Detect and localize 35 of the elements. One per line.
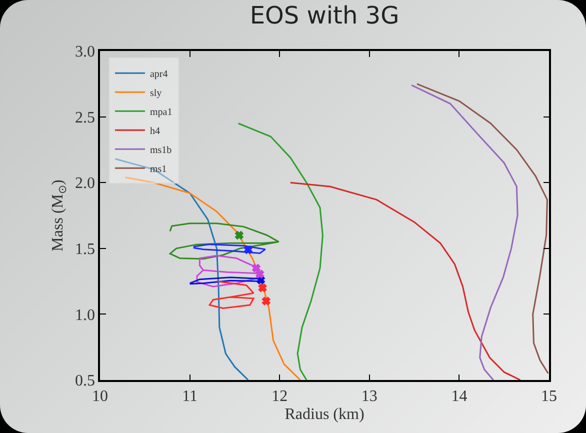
x-tick-label: 11 (182, 388, 198, 405)
point (252, 264, 260, 272)
line-series (208, 280, 254, 310)
point (235, 231, 244, 240)
y-tick-label: 1.5 (75, 241, 96, 258)
line-series (124, 176, 301, 380)
point (258, 284, 267, 292)
point (244, 246, 252, 254)
line-series (290, 182, 522, 380)
line-series (410, 84, 518, 380)
x-tick-label: 10 (92, 388, 108, 405)
chart-title: EOS with 3G (250, 1, 400, 30)
line-series (416, 83, 549, 374)
line-series (238, 122, 324, 380)
legend-label: h4 (150, 126, 160, 137)
x-tick-label: 15 (541, 388, 557, 405)
x-tick-label: 13 (361, 388, 378, 405)
legend-label: ms1b (150, 144, 172, 156)
x-axis-title: Radius (km) (284, 406, 364, 424)
legend-label: ms1 (150, 164, 167, 175)
line-series (169, 222, 280, 260)
legend-label: mpa1 (150, 106, 172, 118)
y-tick-label: 2.0 (75, 175, 96, 192)
y-tick-label: 0.5 (75, 372, 96, 390)
line-series (114, 158, 249, 380)
y-tick-label: 2.5 (75, 109, 96, 126)
legend-label: apr4 (150, 68, 168, 80)
point (262, 296, 270, 306)
point (256, 270, 264, 278)
line-series (192, 244, 266, 254)
y-tick-label: 1.0 (75, 306, 96, 324)
legend-label: sly (150, 88, 162, 99)
y-tick-label: 3.0 (75, 44, 96, 61)
x-tick-label: 14 (451, 388, 468, 405)
x-tick-label: 12 (272, 388, 288, 405)
